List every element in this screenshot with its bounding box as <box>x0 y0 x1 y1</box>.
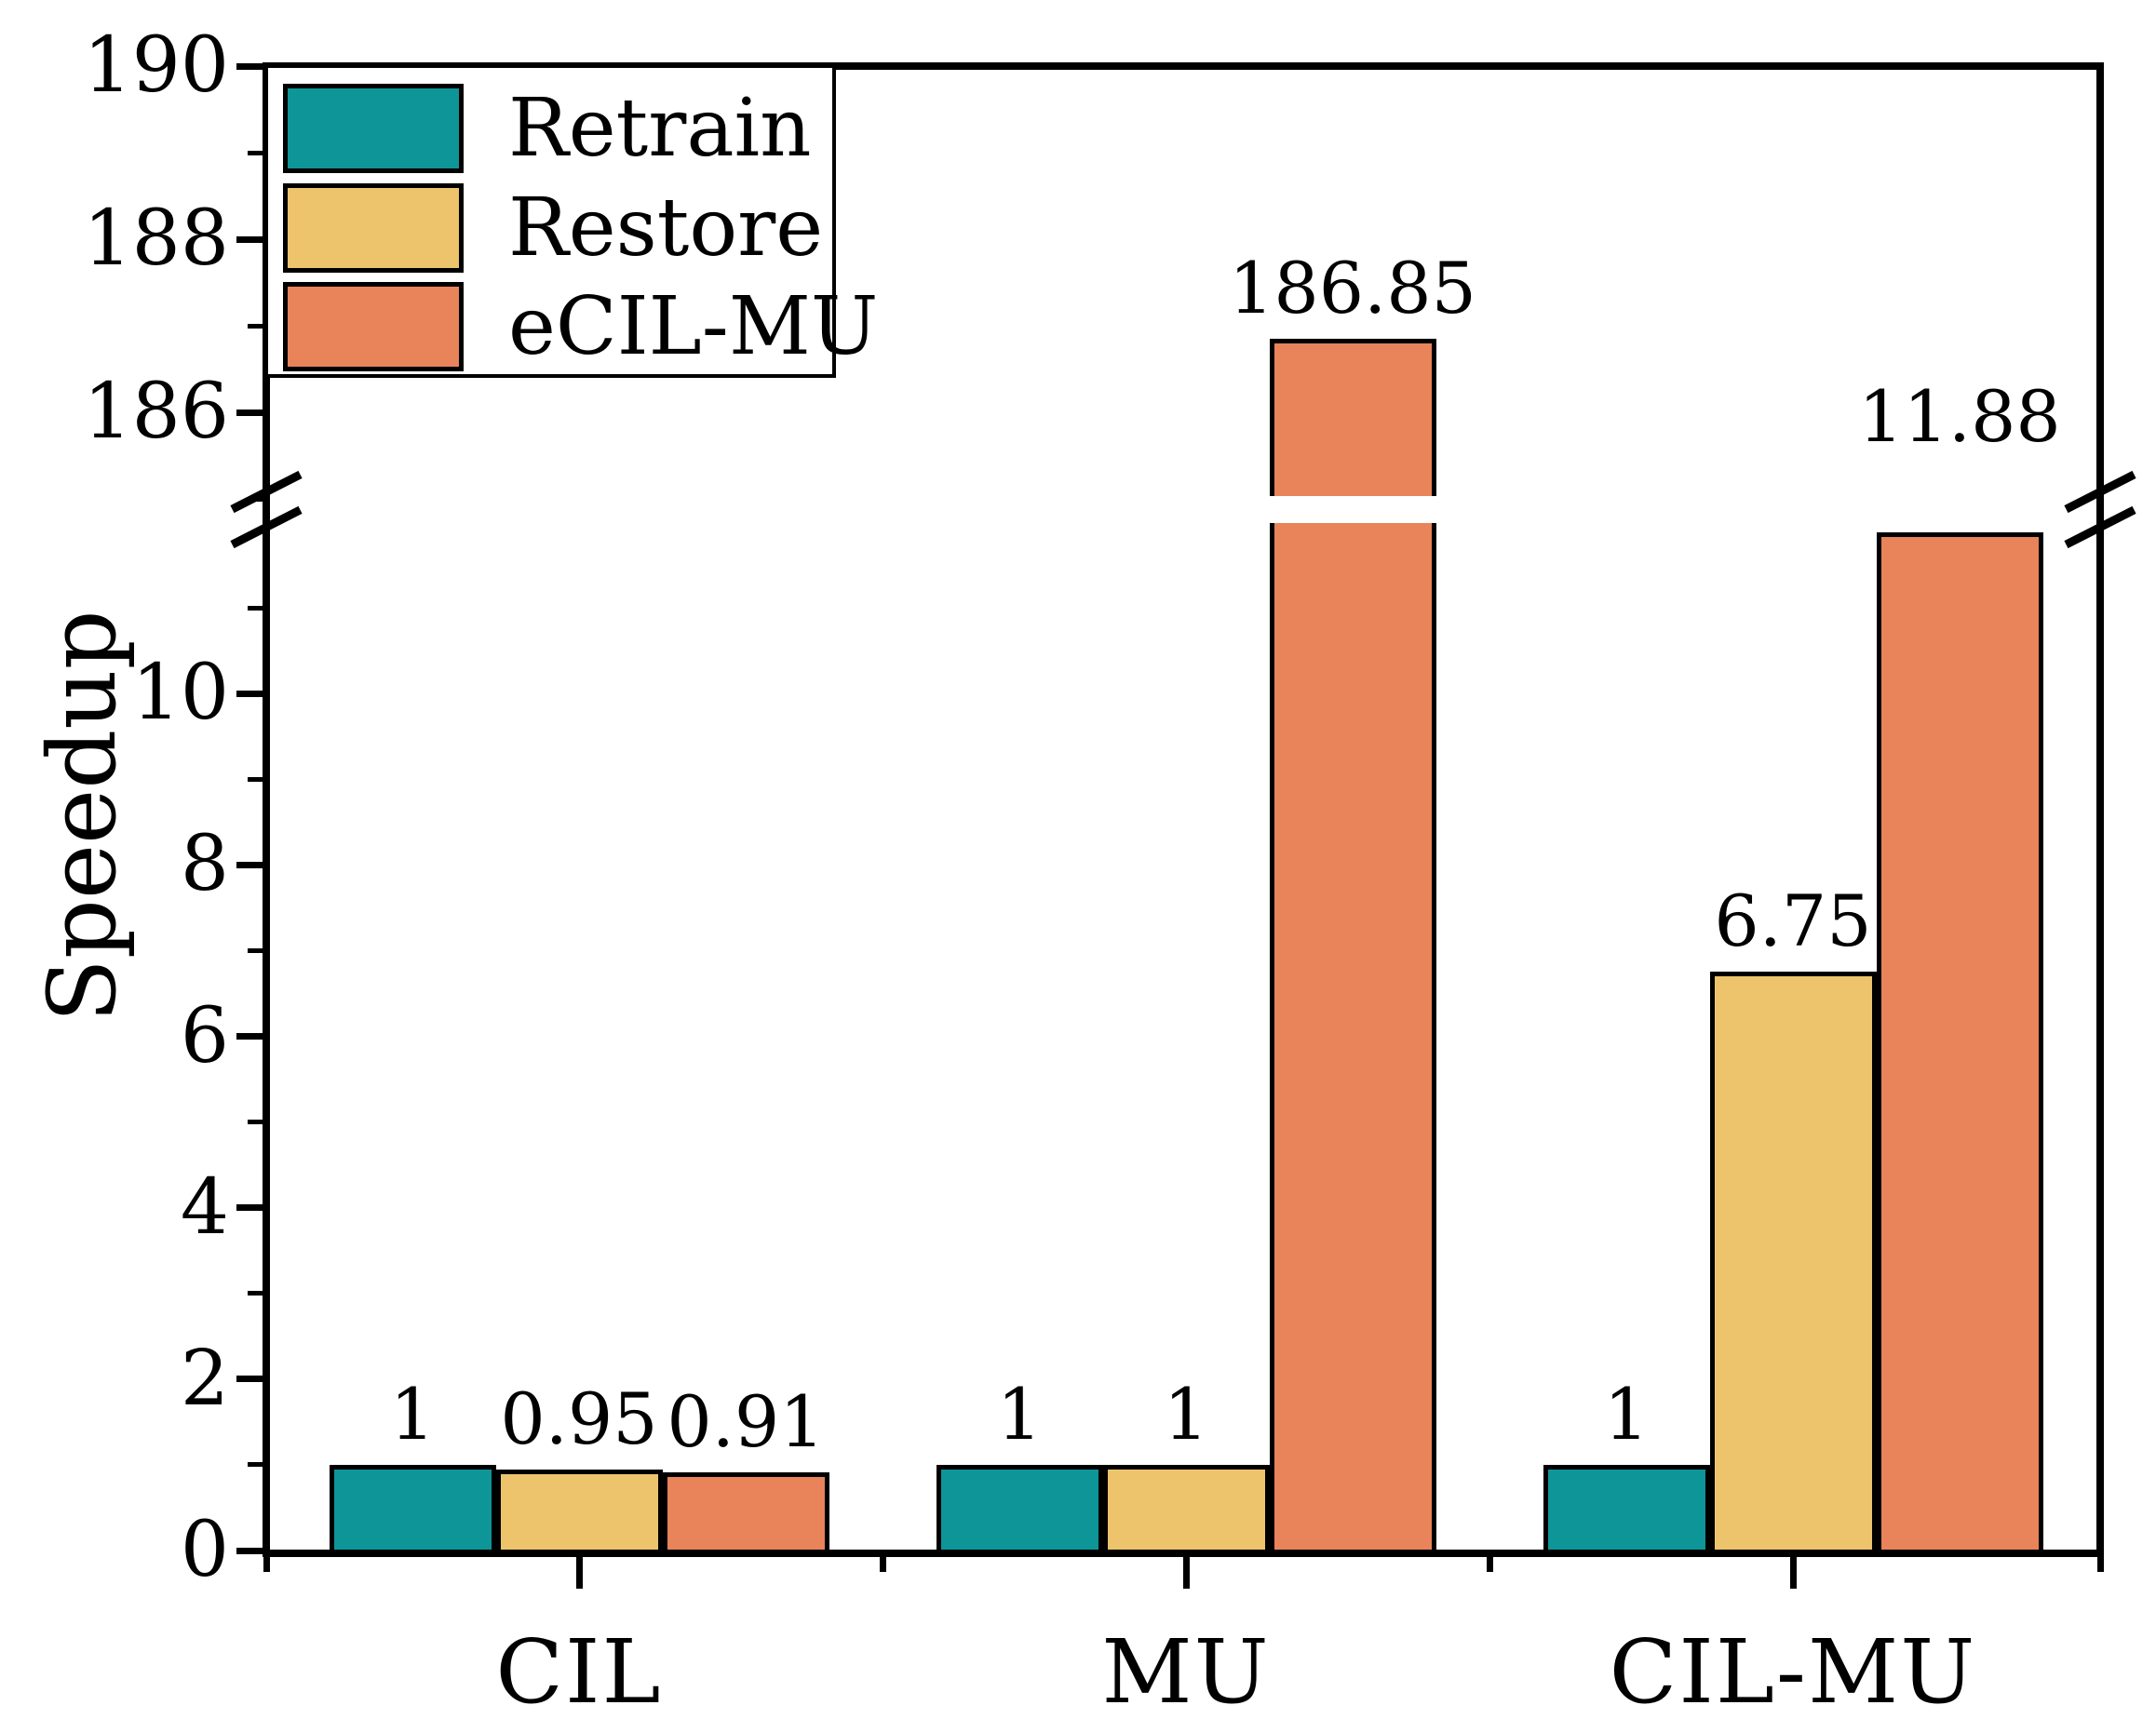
bar-Restore-CIL-MU <box>1709 972 1877 1553</box>
y-major-tick-10 <box>236 690 263 697</box>
y-minor-tick-187 <box>248 323 263 329</box>
y-minor-tick-189 <box>248 150 263 155</box>
value-label-Restore-CIL: 0.95 <box>500 1376 658 1460</box>
y-tick-label-190: 190 <box>83 21 229 110</box>
bar-Restore-MU <box>1102 1464 1270 1553</box>
x-major-tick-CIL <box>575 1557 583 1589</box>
value-label-Restore-MU: 1 <box>1163 1372 1209 1456</box>
y-tick-label-8: 8 <box>180 820 229 909</box>
y-major-tick-8 <box>236 861 263 868</box>
value-label-eCIL-MU-CIL: 0.91 <box>667 1380 825 1464</box>
x-tick-label-MU: MU <box>1101 1621 1271 1724</box>
value-label-Restore-CIL-MU: 6.75 <box>1714 879 1872 963</box>
value-label-eCIL-MU-CIL-MU: 11.88 <box>1858 375 2061 458</box>
legend-label-eCIL-MU: eCIL-MU <box>508 280 879 373</box>
left-spine <box>263 62 270 1557</box>
bar-Retrain-MU <box>936 1464 1103 1553</box>
bar-eCIL-MU-MU-upper <box>1269 338 1436 496</box>
legend-label-Restore: Restore <box>508 181 824 275</box>
legend: Retrain Restore eCIL-MU <box>264 64 879 378</box>
y-minor-tick-9 <box>248 776 263 782</box>
x-boundary-tick <box>879 1557 886 1572</box>
bar-Retrain-CIL-MU <box>1543 1464 1710 1553</box>
y-tick-label-2: 2 <box>180 1334 229 1423</box>
legend-swatch-Retrain <box>283 84 464 173</box>
y-minor-tick-11 <box>248 605 263 611</box>
value-label-Retrain-CIL-MU: 1 <box>1603 1372 1650 1456</box>
y-tick-label-188: 188 <box>83 195 229 283</box>
y-tick-label-10: 10 <box>131 649 229 738</box>
value-label-eCIL-MU-MU: 186.85 <box>1229 246 1476 329</box>
value-label-Retrain-CIL: 1 <box>389 1372 436 1456</box>
y-tick-label-0: 0 <box>180 1506 229 1594</box>
y-major-tick-2 <box>236 1376 263 1383</box>
y-major-tick-0 <box>236 1547 263 1554</box>
y-major-tick-4 <box>236 1204 263 1212</box>
x-major-tick-CIL-MU <box>1789 1557 1797 1589</box>
bar-Restore-CIL <box>495 1469 663 1553</box>
legend-label-Retrain: Retrain <box>508 82 812 175</box>
bar-eCIL-MU-CIL-MU <box>1876 532 2043 1553</box>
y-tick-label-186: 186 <box>83 368 229 456</box>
legend-swatch-Restore <box>283 182 464 273</box>
y-minor-tick-7 <box>248 947 263 953</box>
y-minor-tick-1 <box>248 1462 263 1468</box>
x-boundary-tick <box>263 1557 270 1572</box>
y-minor-tick-5 <box>248 1120 263 1125</box>
bar-Retrain-CIL <box>329 1464 496 1553</box>
right-spine <box>2096 62 2104 1557</box>
legend-swatch-eCIL-MU <box>283 282 464 371</box>
y-major-tick-6 <box>236 1033 263 1041</box>
value-label-Retrain-MU: 1 <box>996 1372 1043 1456</box>
x-tick-label-CIL-MU: CIL-MU <box>1609 1621 1977 1724</box>
x-major-tick-MU <box>1182 1557 1190 1589</box>
y-minor-tick-3 <box>248 1291 263 1296</box>
x-boundary-tick <box>2096 1557 2104 1572</box>
bar-eCIL-MU-CIL <box>662 1472 829 1553</box>
x-tick-label-CIL: CIL <box>495 1621 663 1724</box>
x-boundary-tick <box>1486 1557 1493 1572</box>
bar-eCIL-MU-MU-lower <box>1269 523 1436 1553</box>
y-major-tick-186 <box>236 409 263 416</box>
bottom-spine <box>263 1550 2104 1557</box>
y-tick-label-6: 6 <box>180 991 229 1081</box>
y-major-tick-190 <box>236 62 263 70</box>
top-spine <box>263 62 2104 70</box>
y-tick-label-4: 4 <box>180 1162 229 1252</box>
y-major-tick-188 <box>236 235 263 243</box>
